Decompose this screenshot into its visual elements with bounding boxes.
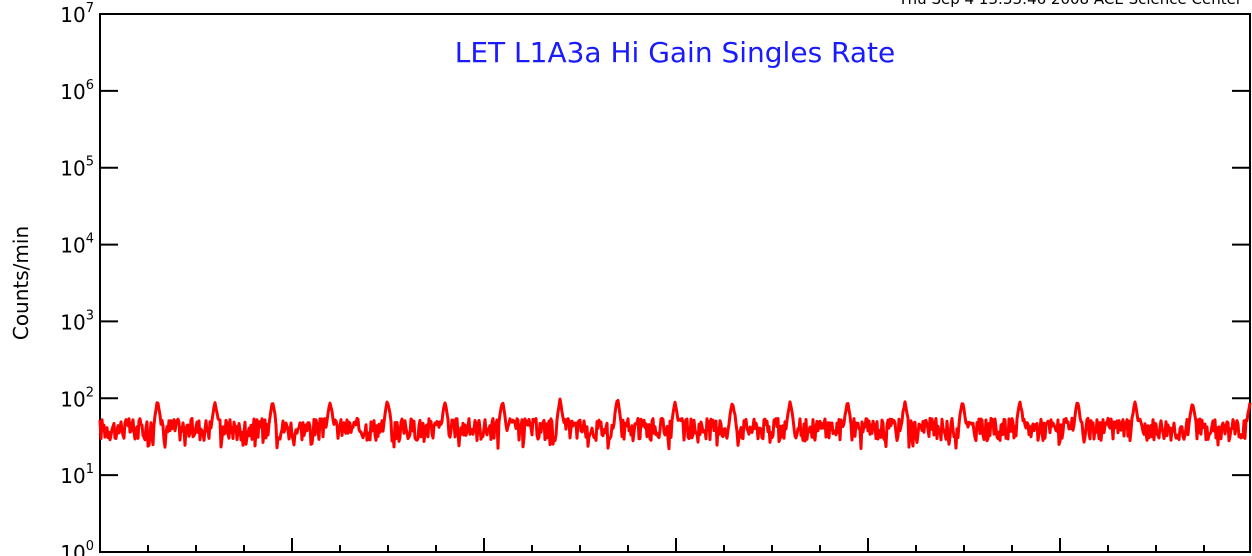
y-tick-label: 106 <box>60 78 94 104</box>
y-tick-label: 104 <box>60 232 94 258</box>
y-tick-label: 100 <box>60 539 94 556</box>
y-tick-label: 101 <box>60 462 94 488</box>
y-tick-label: 107 <box>60 1 94 27</box>
x-axis-ticks <box>147 538 1205 552</box>
y-tick-label: 102 <box>60 385 94 411</box>
series-line <box>98 397 1252 451</box>
y-tick-label: 103 <box>60 308 94 334</box>
y-tick-label: 105 <box>60 155 94 181</box>
chart-title: LET L1A3a Hi Gain Singles Rate <box>455 36 896 69</box>
timestamp: Thu Sep 4 13:33:46 2008 ACE Science Cent… <box>898 0 1243 8</box>
y-axis-ticks <box>100 13 1250 553</box>
y-axis-label: Counts/min <box>9 226 33 340</box>
plot-frame <box>99 13 1251 553</box>
y-axis-tick-labels: 100 101 102 103 104 105 106 107 <box>60 1 94 556</box>
